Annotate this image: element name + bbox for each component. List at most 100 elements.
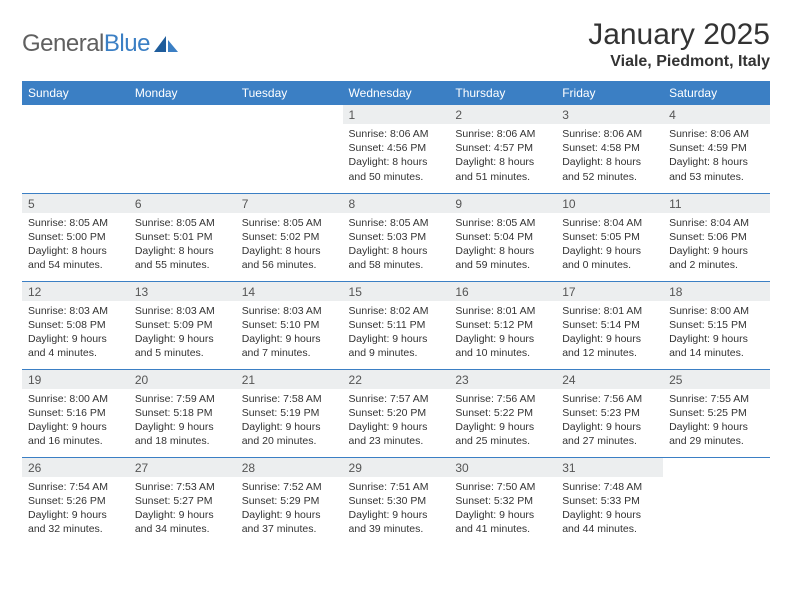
day-number: 14 [236, 282, 343, 301]
day-details: Sunrise: 8:03 AMSunset: 5:08 PMDaylight:… [22, 301, 129, 363]
day-number: 13 [129, 282, 236, 301]
day-number: 20 [129, 370, 236, 389]
calendar-page: GeneralBlue January 2025 Viale, Piedmont… [0, 0, 792, 612]
calendar-day-cell: 18Sunrise: 8:00 AMSunset: 5:15 PMDayligh… [663, 281, 770, 369]
calendar-day-cell: 28Sunrise: 7:52 AMSunset: 5:29 PMDayligh… [236, 457, 343, 545]
calendar-day-cell: 1Sunrise: 8:06 AMSunset: 4:56 PMDaylight… [343, 105, 450, 193]
calendar-week-row: 1Sunrise: 8:06 AMSunset: 4:56 PMDaylight… [22, 105, 770, 193]
calendar-day-cell [22, 105, 129, 193]
brand-name-gray: General [22, 30, 104, 57]
calendar-weekday-header: SundayMondayTuesdayWednesdayThursdayFrid… [22, 81, 770, 105]
day-details: Sunrise: 8:06 AMSunset: 4:58 PMDaylight:… [556, 124, 663, 186]
day-details: Sunrise: 7:54 AMSunset: 5:26 PMDaylight:… [22, 477, 129, 539]
month-title: January 2025 [588, 18, 770, 51]
calendar-day-cell: 15Sunrise: 8:02 AMSunset: 5:11 PMDayligh… [343, 281, 450, 369]
day-details: Sunrise: 7:50 AMSunset: 5:32 PMDaylight:… [449, 477, 556, 539]
day-details: Sunrise: 8:01 AMSunset: 5:12 PMDaylight:… [449, 301, 556, 363]
day-number: 16 [449, 282, 556, 301]
day-number: 24 [556, 370, 663, 389]
day-number: 3 [556, 105, 663, 124]
day-details: Sunrise: 8:01 AMSunset: 5:14 PMDaylight:… [556, 301, 663, 363]
calendar-week-row: 12Sunrise: 8:03 AMSunset: 5:08 PMDayligh… [22, 281, 770, 369]
day-number: 4 [663, 105, 770, 124]
day-details: Sunrise: 8:00 AMSunset: 5:15 PMDaylight:… [663, 301, 770, 363]
calendar-day-cell: 27Sunrise: 7:53 AMSunset: 5:27 PMDayligh… [129, 457, 236, 545]
calendar-day-cell: 13Sunrise: 8:03 AMSunset: 5:09 PMDayligh… [129, 281, 236, 369]
day-details: Sunrise: 8:03 AMSunset: 5:10 PMDaylight:… [236, 301, 343, 363]
day-number: 5 [22, 194, 129, 213]
calendar-day-cell: 16Sunrise: 8:01 AMSunset: 5:12 PMDayligh… [449, 281, 556, 369]
day-number: 19 [22, 370, 129, 389]
weekday-header-cell: Sunday [22, 81, 129, 105]
calendar-week-row: 26Sunrise: 7:54 AMSunset: 5:26 PMDayligh… [22, 457, 770, 545]
day-details: Sunrise: 8:05 AMSunset: 5:04 PMDaylight:… [449, 213, 556, 275]
day-details: Sunrise: 8:00 AMSunset: 5:16 PMDaylight:… [22, 389, 129, 451]
calendar-day-cell: 7Sunrise: 8:05 AMSunset: 5:02 PMDaylight… [236, 193, 343, 281]
weekday-header-cell: Saturday [663, 81, 770, 105]
calendar-day-cell: 17Sunrise: 8:01 AMSunset: 5:14 PMDayligh… [556, 281, 663, 369]
weekday-header-cell: Tuesday [236, 81, 343, 105]
sail-icon [154, 34, 180, 54]
day-details: Sunrise: 8:05 AMSunset: 5:02 PMDaylight:… [236, 213, 343, 275]
day-details: Sunrise: 8:06 AMSunset: 4:57 PMDaylight:… [449, 124, 556, 186]
day-details: Sunrise: 7:52 AMSunset: 5:29 PMDaylight:… [236, 477, 343, 539]
brand-logo: GeneralBlue [22, 18, 180, 58]
weekday-header-cell: Monday [129, 81, 236, 105]
day-details: Sunrise: 8:04 AMSunset: 5:06 PMDaylight:… [663, 213, 770, 275]
day-number: 26 [22, 458, 129, 477]
day-details: Sunrise: 8:04 AMSunset: 5:05 PMDaylight:… [556, 213, 663, 275]
calendar-body: 1Sunrise: 8:06 AMSunset: 4:56 PMDaylight… [22, 105, 770, 545]
calendar-day-cell: 14Sunrise: 8:03 AMSunset: 5:10 PMDayligh… [236, 281, 343, 369]
location-label: Viale, Piedmont, Italy [588, 53, 770, 71]
day-number: 6 [129, 194, 236, 213]
day-number: 21 [236, 370, 343, 389]
brand-name: GeneralBlue [22, 30, 150, 58]
calendar-day-cell: 2Sunrise: 8:06 AMSunset: 4:57 PMDaylight… [449, 105, 556, 193]
day-number: 10 [556, 194, 663, 213]
day-number: 15 [343, 282, 450, 301]
calendar-day-cell [663, 457, 770, 545]
day-details: Sunrise: 8:03 AMSunset: 5:09 PMDaylight:… [129, 301, 236, 363]
day-number: 23 [449, 370, 556, 389]
calendar-day-cell: 6Sunrise: 8:05 AMSunset: 5:01 PMDaylight… [129, 193, 236, 281]
day-details: Sunrise: 7:59 AMSunset: 5:18 PMDaylight:… [129, 389, 236, 451]
calendar-day-cell: 4Sunrise: 8:06 AMSunset: 4:59 PMDaylight… [663, 105, 770, 193]
calendar-day-cell: 11Sunrise: 8:04 AMSunset: 5:06 PMDayligh… [663, 193, 770, 281]
calendar-day-cell: 25Sunrise: 7:55 AMSunset: 5:25 PMDayligh… [663, 369, 770, 457]
day-number: 30 [449, 458, 556, 477]
calendar-day-cell [129, 105, 236, 193]
day-number: 18 [663, 282, 770, 301]
day-number: 11 [663, 194, 770, 213]
calendar-day-cell: 5Sunrise: 8:05 AMSunset: 5:00 PMDaylight… [22, 193, 129, 281]
calendar-day-cell: 30Sunrise: 7:50 AMSunset: 5:32 PMDayligh… [449, 457, 556, 545]
day-details: Sunrise: 8:06 AMSunset: 4:56 PMDaylight:… [343, 124, 450, 186]
day-details: Sunrise: 8:05 AMSunset: 5:01 PMDaylight:… [129, 213, 236, 275]
day-number: 25 [663, 370, 770, 389]
calendar-day-cell: 21Sunrise: 7:58 AMSunset: 5:19 PMDayligh… [236, 369, 343, 457]
day-details: Sunrise: 7:58 AMSunset: 5:19 PMDaylight:… [236, 389, 343, 451]
calendar-day-cell [236, 105, 343, 193]
calendar-day-cell: 3Sunrise: 8:06 AMSunset: 4:58 PMDaylight… [556, 105, 663, 193]
day-number: 22 [343, 370, 450, 389]
day-details: Sunrise: 7:57 AMSunset: 5:20 PMDaylight:… [343, 389, 450, 451]
day-details: Sunrise: 7:53 AMSunset: 5:27 PMDaylight:… [129, 477, 236, 539]
day-details: Sunrise: 8:02 AMSunset: 5:11 PMDaylight:… [343, 301, 450, 363]
day-number: 27 [129, 458, 236, 477]
day-number: 7 [236, 194, 343, 213]
day-number: 2 [449, 105, 556, 124]
day-number: 31 [556, 458, 663, 477]
day-number: 9 [449, 194, 556, 213]
calendar-day-cell: 12Sunrise: 8:03 AMSunset: 5:08 PMDayligh… [22, 281, 129, 369]
calendar-week-row: 5Sunrise: 8:05 AMSunset: 5:00 PMDaylight… [22, 193, 770, 281]
calendar-day-cell: 26Sunrise: 7:54 AMSunset: 5:26 PMDayligh… [22, 457, 129, 545]
weekday-header-cell: Friday [556, 81, 663, 105]
weekday-header-cell: Wednesday [343, 81, 450, 105]
day-details: Sunrise: 7:56 AMSunset: 5:23 PMDaylight:… [556, 389, 663, 451]
day-details: Sunrise: 8:05 AMSunset: 5:03 PMDaylight:… [343, 213, 450, 275]
calendar-day-cell: 9Sunrise: 8:05 AMSunset: 5:04 PMDaylight… [449, 193, 556, 281]
day-details: Sunrise: 7:56 AMSunset: 5:22 PMDaylight:… [449, 389, 556, 451]
title-block: January 2025 Viale, Piedmont, Italy [588, 18, 770, 71]
brand-name-blue: Blue [104, 30, 150, 57]
day-number: 8 [343, 194, 450, 213]
day-details: Sunrise: 7:55 AMSunset: 5:25 PMDaylight:… [663, 389, 770, 451]
